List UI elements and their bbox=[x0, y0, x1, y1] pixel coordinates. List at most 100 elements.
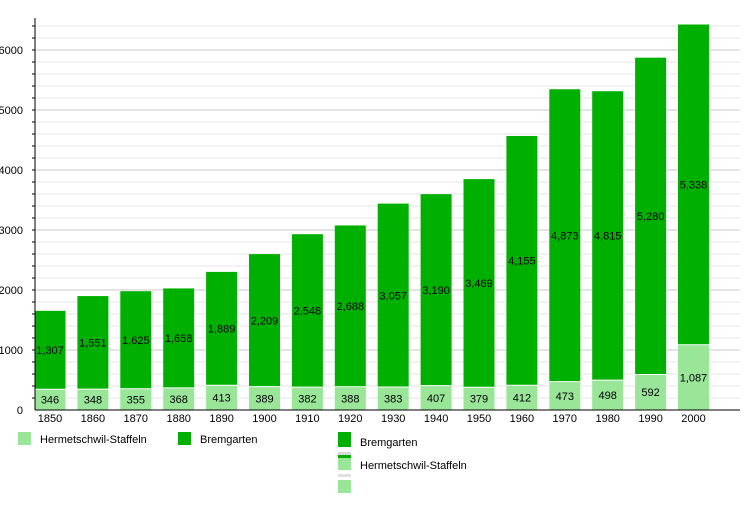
x-tick-label: 1970 bbox=[553, 413, 577, 425]
data-label: 389 bbox=[255, 393, 273, 405]
y-tick-label: 1000 bbox=[0, 345, 23, 357]
data-label: 5,280 bbox=[637, 211, 665, 223]
legend-label: Hermetschwil-Staffeln bbox=[360, 460, 467, 472]
bar-bremgarten bbox=[377, 203, 409, 388]
data-label: 355 bbox=[127, 394, 145, 406]
bar-hermetschwil-staffeln bbox=[463, 387, 495, 410]
x-tick-label: 1920 bbox=[338, 413, 362, 425]
bar-bremgarten bbox=[420, 194, 452, 386]
data-label: 1,658 bbox=[165, 333, 193, 345]
legend-swatch bbox=[178, 432, 191, 445]
x-tick-label: 1960 bbox=[510, 413, 534, 425]
data-label: 1,551 bbox=[79, 338, 107, 350]
legend-swatch bbox=[338, 474, 351, 477]
bar-hermetschwil-staffeln bbox=[34, 389, 66, 410]
y-tick-label: 5000 bbox=[0, 105, 23, 117]
bar-hermetschwil-staffeln bbox=[206, 385, 238, 410]
data-label: 2,209 bbox=[251, 315, 279, 327]
bar-hermetschwil-staffeln bbox=[291, 387, 323, 410]
legend-label: Bremgarten bbox=[200, 434, 257, 446]
bar-bremgarten bbox=[34, 310, 66, 390]
bar-hermetschwil-staffeln bbox=[420, 385, 452, 410]
bar-hermetschwil-staffeln bbox=[334, 386, 366, 410]
x-tick-label: 1910 bbox=[295, 413, 319, 425]
bar-bremgarten bbox=[506, 135, 538, 386]
y-tick-label: 3000 bbox=[0, 225, 23, 237]
data-label: 413 bbox=[212, 393, 230, 405]
data-label: 4,155 bbox=[508, 256, 536, 268]
bar-hermetschwil-staffeln bbox=[592, 380, 624, 410]
data-label: 407 bbox=[427, 393, 445, 405]
x-tick-label: 1940 bbox=[424, 413, 448, 425]
data-label: 4,873 bbox=[551, 230, 579, 242]
legend-swatch bbox=[338, 458, 351, 470]
data-label: 388 bbox=[341, 393, 359, 405]
legend-swatch bbox=[338, 452, 351, 455]
data-label: 368 bbox=[170, 394, 188, 406]
legend-label: Hermetschwil-Staffeln bbox=[40, 434, 147, 446]
bar-hermetschwil-staffeln bbox=[120, 388, 152, 410]
data-label: 2,688 bbox=[337, 301, 365, 313]
data-label: 382 bbox=[298, 394, 316, 406]
x-tick-label: 2000 bbox=[681, 413, 705, 425]
bar-bremgarten bbox=[163, 288, 195, 388]
data-label: 412 bbox=[513, 393, 531, 405]
bar-hermetschwil-staffeln bbox=[77, 389, 109, 410]
bar-hermetschwil-staffeln bbox=[678, 344, 709, 410]
x-tick-label: 1990 bbox=[638, 413, 662, 425]
bar-hermetschwil-staffeln bbox=[249, 386, 280, 410]
data-label: 346 bbox=[41, 395, 59, 407]
legend-swatch bbox=[18, 432, 31, 445]
data-label: 4,815 bbox=[594, 231, 622, 243]
legend-swatch bbox=[338, 455, 351, 458]
data-label: 1,889 bbox=[208, 324, 236, 336]
bar-bremgarten bbox=[249, 254, 280, 387]
data-label: 3,057 bbox=[379, 290, 407, 302]
data-label: 2,548 bbox=[294, 306, 322, 318]
data-label: 5,338 bbox=[680, 180, 708, 192]
bar-hermetschwil-staffeln bbox=[377, 387, 409, 410]
x-tick-label: 1880 bbox=[166, 413, 190, 425]
y-tick-label: 2000 bbox=[0, 285, 23, 297]
data-label: 383 bbox=[384, 394, 402, 406]
x-tick-label: 1890 bbox=[209, 413, 233, 425]
x-tick-label: 1860 bbox=[81, 413, 105, 425]
bar-bremgarten bbox=[549, 89, 581, 382]
bar-bremgarten bbox=[592, 91, 624, 381]
bar-bremgarten bbox=[334, 225, 366, 387]
bar-bremgarten bbox=[206, 271, 238, 386]
bar-hermetschwil-staffeln bbox=[549, 381, 581, 410]
x-tick-label: 1850 bbox=[38, 413, 62, 425]
bar-bremgarten bbox=[291, 234, 323, 388]
bar-hermetschwil-staffeln bbox=[163, 387, 195, 410]
bar-bremgarten bbox=[77, 296, 109, 390]
data-label: 498 bbox=[599, 390, 617, 402]
data-label: 1,087 bbox=[680, 372, 708, 384]
x-tick-label: 1870 bbox=[124, 413, 148, 425]
data-label: 592 bbox=[641, 387, 659, 399]
y-tick-label: 0 bbox=[17, 405, 23, 417]
y-tick-label: 6000 bbox=[0, 45, 23, 57]
data-label: 473 bbox=[556, 391, 574, 403]
data-label: 1,307 bbox=[36, 345, 64, 357]
bar-bremgarten bbox=[463, 179, 495, 388]
legend-label: Bremgarten bbox=[360, 437, 417, 449]
x-tick-label: 1900 bbox=[252, 413, 276, 425]
data-label: 348 bbox=[84, 395, 102, 407]
bar-bremgarten bbox=[678, 24, 709, 345]
legend-swatch bbox=[338, 480, 351, 493]
bar-hermetschwil-staffeln bbox=[635, 374, 667, 410]
x-tick-label: 1930 bbox=[381, 413, 405, 425]
data-label: 1,625 bbox=[122, 335, 150, 347]
bar-bremgarten bbox=[120, 291, 152, 389]
data-label: 379 bbox=[470, 394, 488, 406]
x-tick-label: 1950 bbox=[467, 413, 491, 425]
bar-hermetschwil-staffeln bbox=[506, 385, 538, 410]
data-label: 3,190 bbox=[422, 285, 450, 297]
y-tick-label: 4000 bbox=[0, 165, 23, 177]
legend-swatch bbox=[338, 432, 351, 447]
x-tick-label: 1980 bbox=[595, 413, 619, 425]
data-label: 3,469 bbox=[465, 278, 493, 290]
